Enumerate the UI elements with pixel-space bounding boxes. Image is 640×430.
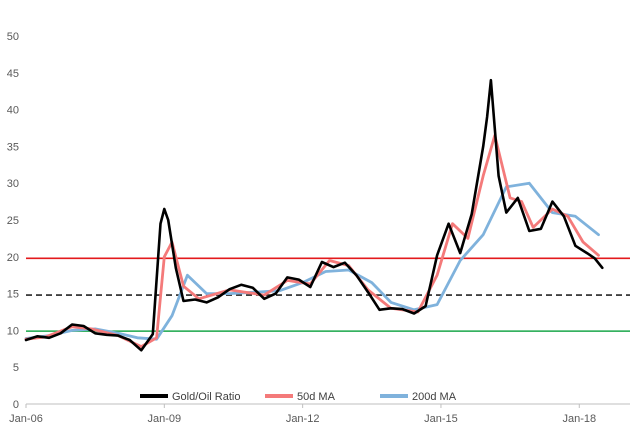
- y-tick-label: 15: [7, 289, 19, 301]
- y-tick-label: 20: [7, 252, 19, 264]
- x-tick-label: Jan-15: [424, 413, 458, 425]
- y-tick-label: 40: [7, 105, 19, 117]
- y-tick-label: 5: [13, 362, 19, 374]
- y-axis-ticks: 0 5 10 15 20 25 30 35 40 45 50: [7, 31, 19, 411]
- series-lines: [24, 78, 604, 352]
- legend-label-1: 50d MA: [297, 391, 336, 403]
- y-tick-label: 50: [7, 31, 19, 43]
- y-tick-label: 30: [7, 178, 19, 190]
- x-tick-label: Jan-09: [148, 413, 182, 425]
- legend-label-2: 200d MA: [412, 391, 457, 403]
- x-tick-label: Jan-06: [9, 413, 43, 425]
- y-tick-label: 35: [7, 141, 19, 153]
- x-tick-label: Jan-18: [562, 413, 596, 425]
- y-tick-label: 0: [13, 399, 19, 411]
- y-tick-label: 45: [7, 68, 19, 80]
- series-line-0: [24, 78, 604, 352]
- legend-label-0: Gold/Oil Ratio: [172, 391, 240, 403]
- legend: Gold/Oil Ratio 50d MA 200d MA: [140, 391, 457, 403]
- x-tick-label: Jan-12: [286, 413, 320, 425]
- reference-lines: [26, 257, 630, 332]
- y-tick-label: 25: [7, 215, 19, 227]
- x-axis-ticks: Jan-06 Jan-09 Jan-12 Jan-15 Jan-18: [9, 404, 596, 425]
- y-tick-label: 10: [7, 325, 19, 337]
